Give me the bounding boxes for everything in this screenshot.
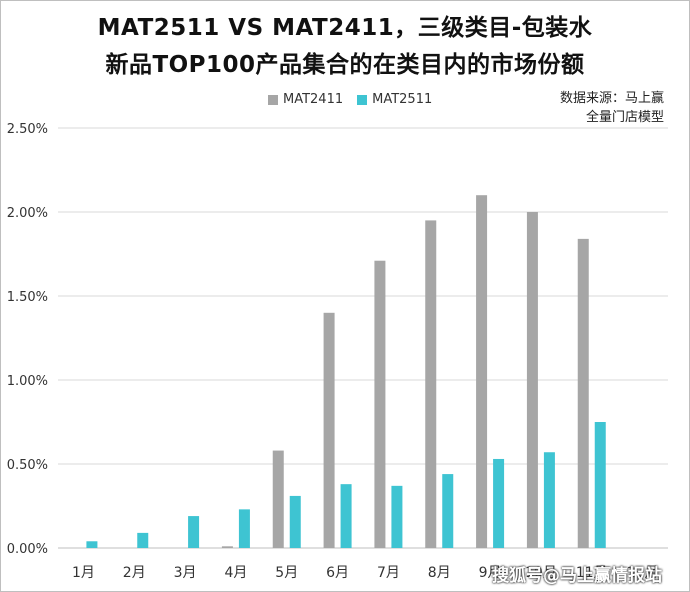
bar-mat2511-9 (493, 458, 505, 548)
bar-mat2411-10 (526, 212, 538, 548)
chart-title-line1: MAT2511 VS MAT2411，三级类目-包装水 (97, 15, 593, 41)
legend-item-mat2511: MAT2511 (357, 92, 432, 107)
y-tick-label: 1.50% (7, 290, 48, 305)
bar-mat2411-6 (323, 312, 335, 548)
bar-mat2511-6 (340, 484, 352, 548)
bar-mat2511-8 (442, 474, 454, 548)
bar-mat2511-2 (137, 532, 149, 548)
bar-mat2411-4 (221, 546, 233, 548)
bar-mat2411-11 (577, 238, 589, 548)
x-tick-label: 9月 (479, 565, 502, 581)
source-line2: 全量门店模型 (585, 110, 664, 125)
bar-mat2511-4 (238, 509, 250, 548)
x-tick-label: 8月 (428, 565, 451, 581)
x-tick-label: 7月 (377, 565, 400, 581)
legend-swatch-mat2511 (357, 94, 368, 105)
x-tick-label: 4月 (224, 565, 247, 581)
x-tick-label: 6月 (326, 565, 349, 581)
y-tick-label: 0.00% (7, 542, 48, 557)
x-tick-label: 1月 (72, 565, 95, 581)
bar-mat2411-8 (425, 220, 437, 548)
bar-mat2511-1 (86, 541, 98, 548)
bar-mat2511-3 (188, 516, 200, 548)
chart-title-line2: 新品TOP100产品集合的在类目内的市场份额 (105, 52, 585, 78)
watermark: 搜狐号@马上赢情报站 (492, 566, 662, 586)
legend-label-mat2411: MAT2411 (283, 92, 344, 107)
legend: MAT2411 MAT2511 (268, 92, 432, 107)
bar-mat2511-5 (289, 495, 301, 548)
x-tick-label: 12月 (627, 565, 659, 581)
y-tick-label: 0.50% (7, 458, 48, 473)
bar-mat2511-7 (391, 485, 403, 548)
x-tick-label: 3月 (174, 565, 197, 581)
y-tick-label: 2.00% (7, 206, 48, 221)
x-tick-label: 10月 (525, 565, 557, 581)
source-line1: 数据来源：马上赢 (559, 91, 664, 106)
legend-item-mat2411: MAT2411 (268, 92, 343, 107)
source-note: 数据来源：马上赢 全量门店模型 (560, 89, 664, 127)
bar-mat2511-11 (594, 422, 606, 548)
x-tick-label: 11月 (576, 565, 608, 581)
bar-mat2411-9 (476, 195, 488, 548)
x-tick-label: 5月 (275, 565, 298, 581)
bar-mat2511-10 (543, 452, 555, 548)
x-tick-label: 2月 (123, 565, 146, 581)
y-tick-label: 1.00% (7, 374, 48, 389)
legend-swatch-mat2411 (268, 94, 278, 105)
bar-mat2411-7 (374, 260, 386, 548)
bar-mat2411-5 (272, 450, 284, 548)
legend-label-mat2511: MAT2511 (372, 92, 433, 107)
y-tick-label: 2.50% (7, 122, 48, 137)
